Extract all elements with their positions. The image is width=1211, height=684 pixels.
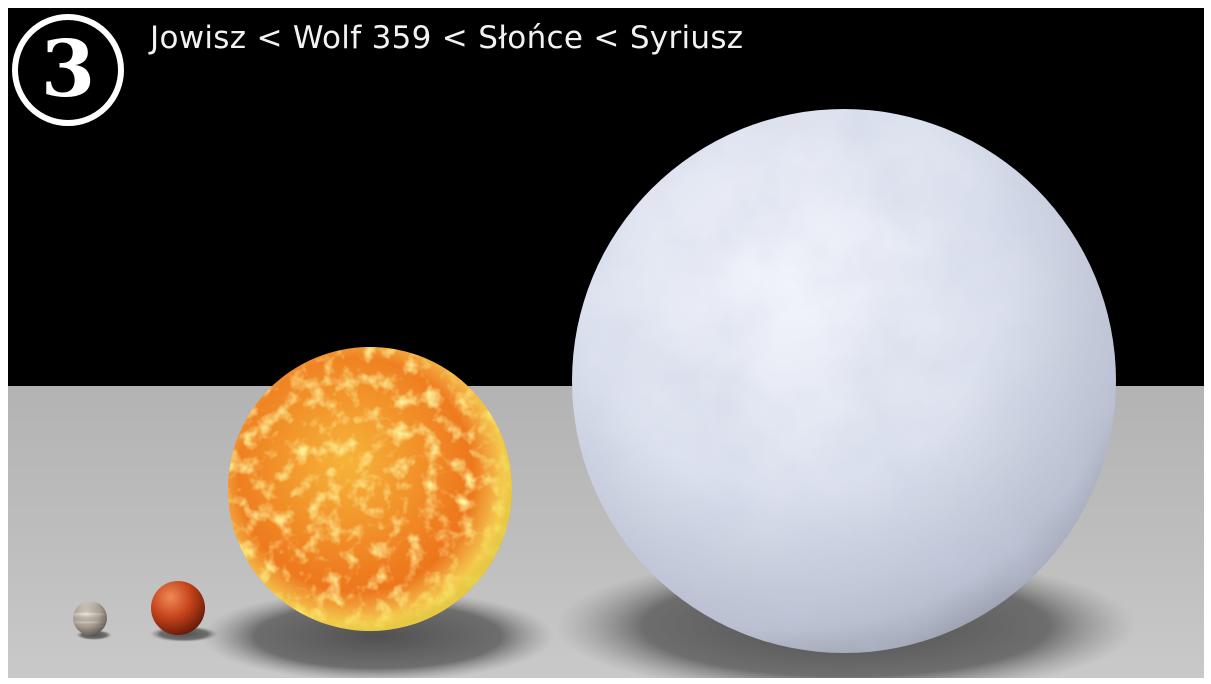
step-number: 3: [40, 24, 96, 115]
step-number-badge: 3: [12, 14, 124, 126]
image-frame: 3 Jowisz < Wolf 359 < Słońce < Syriusz: [8, 8, 1204, 678]
sun-shadow: [202, 590, 554, 678]
jupiter-sphere: [73, 601, 107, 635]
wolf-359-sphere: [151, 581, 205, 635]
star-comparison-scene: [8, 8, 1204, 678]
size-comparison-caption: Jowisz < Wolf 359 < Słońce < Syriusz: [150, 20, 744, 56]
sun-sphere: [228, 347, 512, 631]
sirius-sphere: [572, 109, 1116, 653]
